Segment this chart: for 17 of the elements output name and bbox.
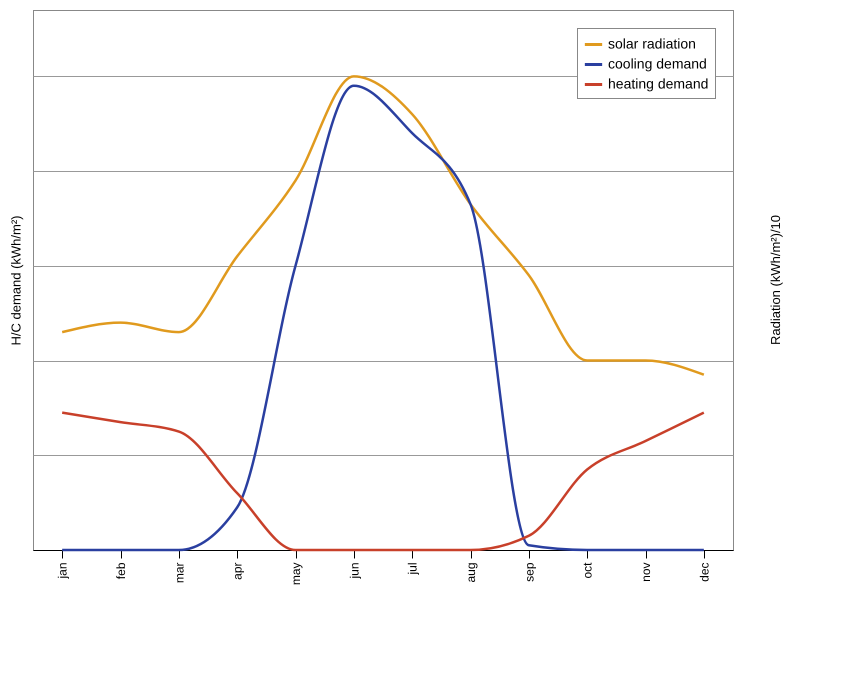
x-tick-label: aug [464, 562, 478, 583]
x-tick-label: jul [406, 562, 420, 576]
legend-label: heating demand [608, 76, 708, 92]
x-tick-label: may [289, 562, 303, 586]
x-tick-label: nov [639, 562, 653, 582]
legend-label: cooling demand [608, 56, 707, 72]
x-tick-label: dec [697, 562, 712, 582]
x-tick-label: mar [172, 562, 186, 584]
y-axis-title: H/C demand (kWh/m²) [8, 215, 24, 346]
y2-axis-title: Radiation (kWh/m²)/10 [768, 214, 783, 346]
x-tick-label: oct [580, 562, 595, 579]
legend-label: solar radiation [608, 36, 696, 52]
x-tick-label: jan [56, 562, 70, 580]
x-tick-label: jun [347, 562, 362, 580]
x-tick-label: feb [114, 562, 128, 580]
x-tick-label: sep [522, 562, 536, 582]
x-tick-label: apr [230, 562, 245, 580]
